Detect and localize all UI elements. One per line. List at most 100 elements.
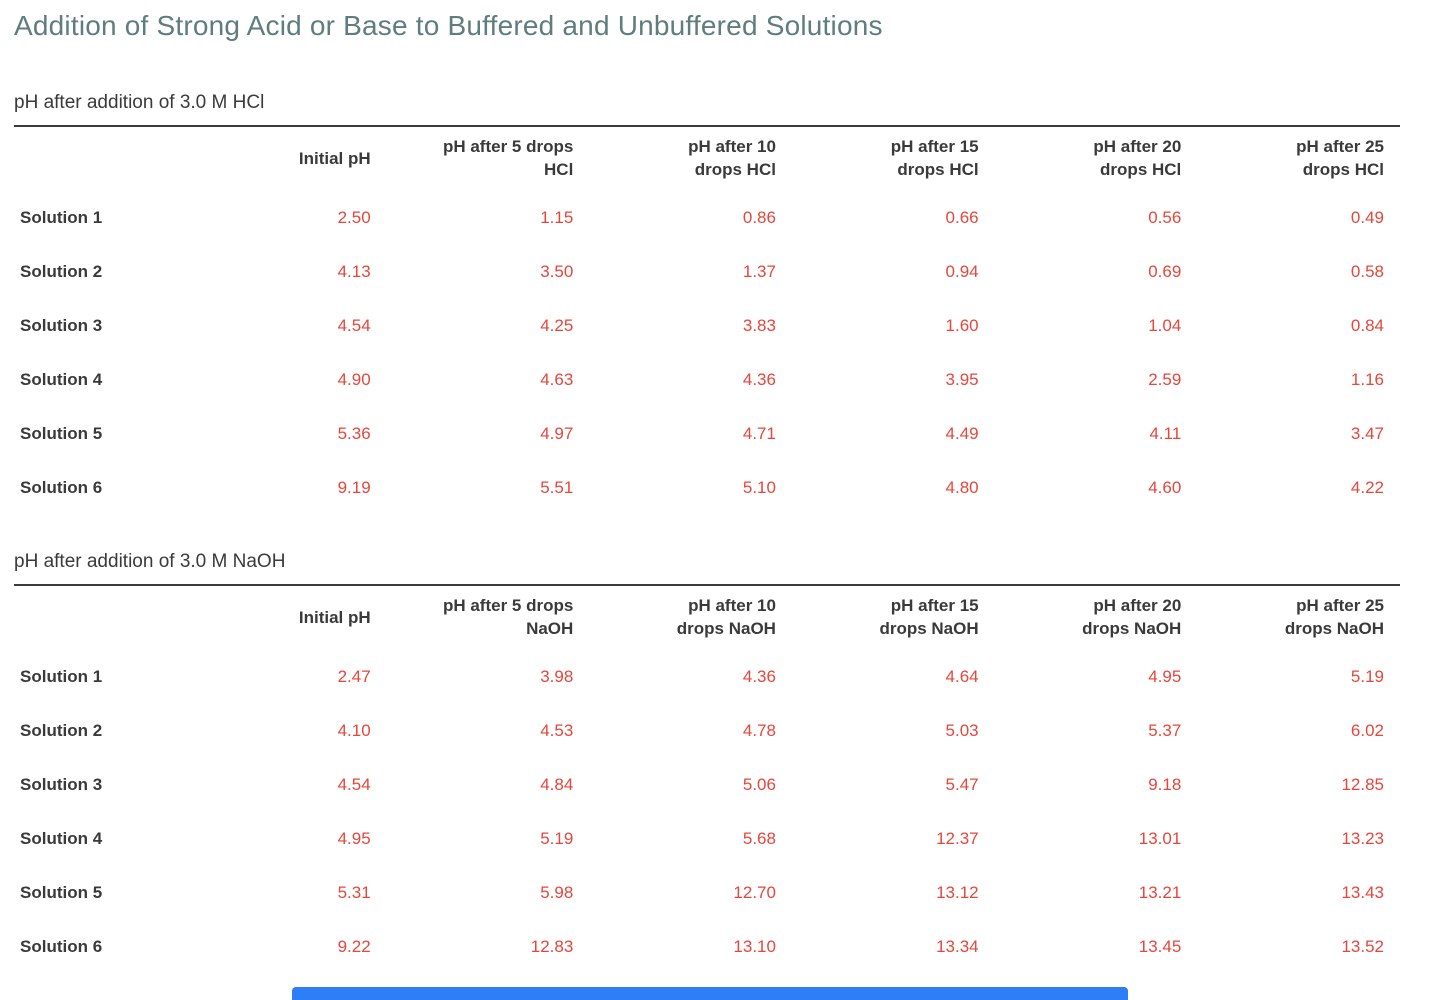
- ph-value: 3.83: [742, 316, 776, 335]
- table-row: Solution 3 4.54 4.84 5.06 5.47 9.18 12.85: [14, 758, 1400, 812]
- ph-value: 4.84: [540, 775, 574, 794]
- solution-label: Solution 3: [20, 316, 103, 335]
- ph-value: 3.50: [540, 262, 574, 281]
- solution-label: Solution 2: [20, 262, 103, 281]
- ph-value: 13.45: [1138, 937, 1182, 956]
- ph-value: 5.03: [945, 721, 979, 740]
- solution-label: Solution 3: [20, 775, 103, 794]
- ph-value: 1.37: [742, 262, 776, 281]
- ph-value: 3.95: [945, 370, 979, 389]
- column-header: pH after 25 drops HCl: [1296, 137, 1384, 179]
- ph-value: 5.10: [742, 478, 776, 497]
- naoh-table-header: Initial pH pH after 5 drops NaOH pH after …: [14, 585, 1400, 650]
- column-header: pH after 15 drops HCl: [890, 137, 979, 179]
- table-row: Solution 2 4.13 3.50 1.37 0.94 0.69 0.58: [14, 245, 1400, 299]
- ph-value: 5.68: [742, 829, 776, 848]
- ph-value: 4.71: [742, 424, 776, 443]
- ph-value: 0.94: [945, 262, 979, 281]
- ph-value: 5.19: [1350, 667, 1384, 686]
- ph-value: 4.54: [337, 316, 371, 335]
- naoh-ph-table: Initial pH pH after 5 drops NaOH pH after …: [14, 584, 1400, 974]
- ph-value: 4.95: [337, 829, 371, 848]
- ph-value: 12.37: [936, 829, 979, 848]
- ph-value: 1.16: [1350, 370, 1384, 389]
- ph-value: 9.19: [337, 478, 371, 497]
- ph-value: 5.37: [1148, 721, 1182, 740]
- ph-value: 0.69: [1148, 262, 1182, 281]
- ph-value: 4.63: [540, 370, 574, 389]
- column-header: pH after 10 drops NaOH: [676, 596, 776, 638]
- solution-label: Solution 4: [20, 829, 103, 848]
- ph-value: 3.47: [1350, 424, 1384, 443]
- ph-value: 2.47: [337, 667, 371, 686]
- table-row: Solution 3 4.54 4.25 3.83 1.60 1.04 0.84: [14, 299, 1400, 353]
- naoh-table-body: Solution 1 2.47 3.98 4.36 4.64 4.95 5.19 Soluti…: [14, 650, 1400, 974]
- hcl-ph-table: Initial pH pH after 5 drops HCl pH after 1…: [14, 125, 1400, 515]
- ph-value: 4.95: [1148, 667, 1182, 686]
- ph-value: 4.25: [540, 316, 574, 335]
- ph-value: 13.10: [733, 937, 776, 956]
- ph-value: 5.06: [742, 775, 776, 794]
- solution-label: Solution 5: [20, 424, 103, 443]
- ph-value: 12.83: [530, 937, 574, 956]
- ph-value: 9.18: [1148, 775, 1182, 794]
- column-header: pH after 15 drops NaOH: [879, 596, 979, 638]
- ph-value: 9.22: [337, 937, 371, 956]
- horizontal-scrollbar-thumb[interactable]: [292, 987, 1128, 1000]
- ph-value: 4.97: [540, 424, 574, 443]
- column-header: Initial pH: [298, 607, 371, 627]
- row-label-header: [14, 585, 184, 650]
- ph-value: 0.86: [742, 208, 776, 227]
- table-row: Solution 4 4.90 4.63 4.36 3.95 2.59 1.16: [14, 353, 1400, 407]
- ph-value: 4.54: [337, 775, 371, 794]
- solution-label: Solution 4: [20, 370, 103, 389]
- ph-value: 2.50: [337, 208, 371, 227]
- ph-value: 3.98: [540, 667, 574, 686]
- hcl-table-header: Initial pH pH after 5 drops HCl pH after 1…: [14, 126, 1400, 191]
- ph-value: 13.23: [1341, 829, 1384, 848]
- solution-label: Solution 6: [20, 478, 103, 497]
- ph-value: 13.12: [936, 883, 979, 902]
- ph-value: 4.49: [945, 424, 979, 443]
- ph-value: 0.84: [1350, 316, 1384, 335]
- column-header: pH after 25 drops NaOH: [1284, 596, 1384, 638]
- ph-value: 0.56: [1148, 208, 1182, 227]
- page-title: Addition of Strong Acid or Base to Buffe…: [14, 10, 883, 41]
- ph-value: 5.51: [540, 478, 574, 497]
- ph-value: 0.66: [945, 208, 979, 227]
- ph-value: 4.53: [540, 721, 574, 740]
- ph-value: 4.78: [742, 721, 776, 740]
- ph-value: 0.49: [1350, 208, 1384, 227]
- ph-value: 4.10: [337, 721, 371, 740]
- ph-value: 4.13: [337, 262, 371, 281]
- ph-value: 5.98: [540, 883, 574, 902]
- table-row: Solution 1 2.50 1.15 0.86 0.66 0.56 0.49: [14, 191, 1400, 245]
- table-row: Solution 5 5.36 4.97 4.71 4.49 4.11 3.47: [14, 407, 1400, 461]
- column-header: pH after 10 drops HCl: [688, 137, 776, 179]
- ph-value: 13.43: [1341, 883, 1384, 902]
- ph-value: 5.47: [945, 775, 979, 794]
- ph-value: 4.64: [945, 667, 979, 686]
- ph-value: 13.01: [1138, 829, 1182, 848]
- table-row: Solution 6 9.19 5.51 5.10 4.80 4.60 4.22: [14, 461, 1400, 515]
- column-header: pH after 20 drops NaOH: [1082, 596, 1182, 638]
- ph-value: 5.36: [337, 424, 371, 443]
- row-label-header: [14, 126, 184, 191]
- ph-value: 4.90: [337, 370, 371, 389]
- ph-value: 4.22: [1350, 478, 1384, 497]
- ph-value: 4.36: [742, 370, 776, 389]
- column-header: pH after 5 drops HCl: [442, 137, 574, 179]
- solution-label: Solution 2: [20, 721, 103, 740]
- ph-value: 5.19: [540, 829, 574, 848]
- hcl-table-caption: pH after addition of 3.0 M HCl: [14, 92, 265, 113]
- hcl-table-section: pH after addition of 3.0 M HCl Initial p…: [14, 92, 1436, 515]
- table-row: Solution 4 4.95 5.19 5.68 12.37 13.01 13.23: [14, 812, 1400, 866]
- ph-value: 4.11: [1149, 424, 1182, 443]
- hcl-table-body: Solution 1 2.50 1.15 0.86 0.66 0.56 0.49 Soluti…: [14, 191, 1400, 515]
- ph-value: 12.70: [733, 883, 776, 902]
- table-row: Solution 2 4.10 4.53 4.78 5.03 5.37 6.02: [14, 704, 1400, 758]
- ph-value: 5.31: [337, 883, 371, 902]
- table-row: Solution 6 9.22 12.83 13.10 13.34 13.45 13.52: [14, 920, 1400, 974]
- column-header: pH after 5 drops NaOH: [442, 596, 574, 638]
- ph-value: 1.15: [540, 208, 574, 227]
